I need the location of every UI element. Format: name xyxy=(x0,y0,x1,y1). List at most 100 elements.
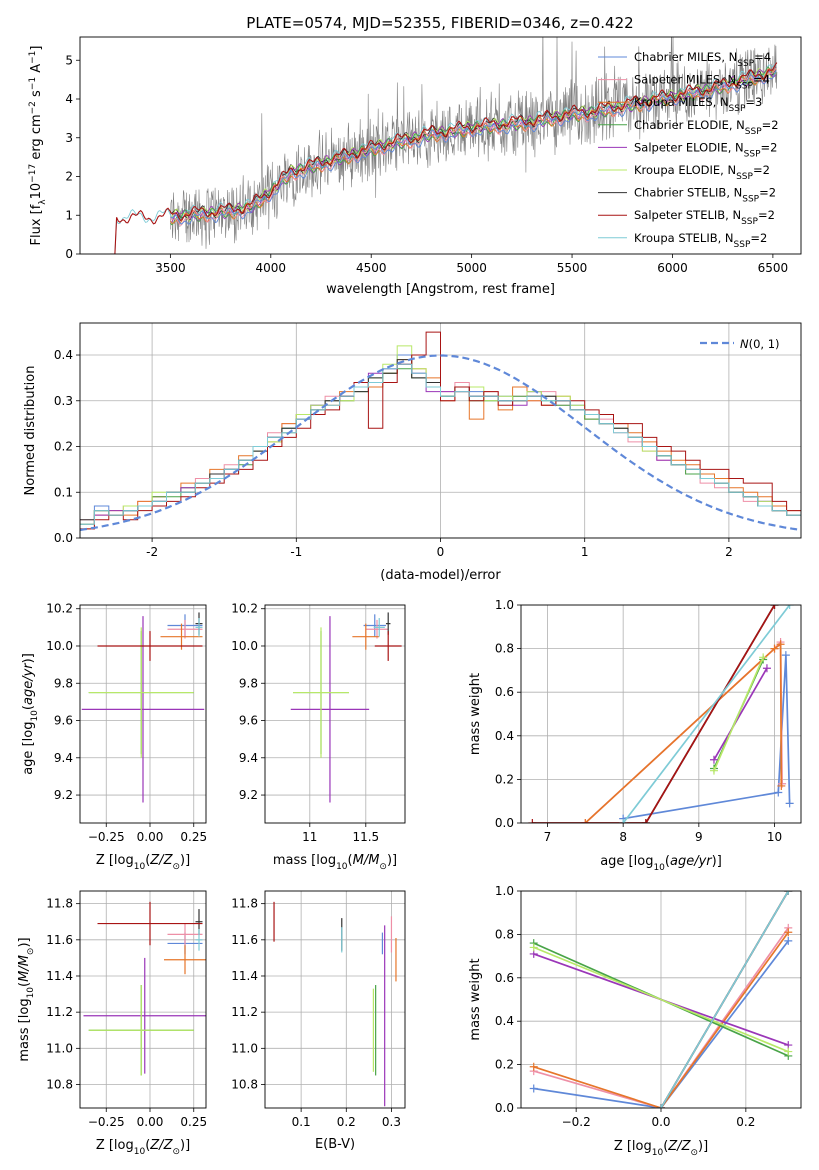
weight_vs_age-point-marker xyxy=(785,605,794,609)
spectrum-ytick-label: 1 xyxy=(65,208,73,222)
mass-vs-Z-xlabel: Z [log10(Z/Z⊙)] xyxy=(96,1138,190,1157)
mass_vs_Z-xtick-label: 0.00 xyxy=(137,1115,164,1129)
weight_vs_age-series-line xyxy=(623,655,791,820)
mass-vs-Z-ylabel-part: 10 xyxy=(26,987,36,999)
weight-vs-age-xlabel: age [log10(age/yr)] xyxy=(600,854,722,873)
age_vs_mass-ytick-label: 9.6 xyxy=(239,714,258,728)
gaussian-curve xyxy=(80,354,801,532)
legend-n: =2 xyxy=(761,140,778,154)
histogram-ylabel-part: Normed distribution xyxy=(23,366,38,496)
legend-n: =4 xyxy=(753,73,770,87)
age_vs_mass-ytick-label: 10.0 xyxy=(231,639,258,653)
spectrum-legend-label: Chabrier STELIB, NSSP=2 xyxy=(634,186,776,205)
age_vs_mass-ytick-label: 10.2 xyxy=(231,602,258,616)
age-vs-mass-xlabel-part: mass [log xyxy=(273,853,336,868)
age-vs-Z-ylabel-part: )] xyxy=(21,653,36,663)
residual_histogram-xtick-label: -2 xyxy=(146,545,158,559)
histogram-legend-label: N(0, 1) xyxy=(740,337,780,351)
spectrum-ytick-label: 0 xyxy=(65,247,73,261)
legend-n: =2 xyxy=(759,186,776,200)
histogram-series-step xyxy=(80,363,801,538)
residual_histogram-xtick-label: 0 xyxy=(437,545,445,559)
legend-sub: SSP xyxy=(741,217,758,227)
mass-vs-Z-xlabel-part: 10 xyxy=(134,1147,146,1157)
weight_vs_Z-ytick-label: 0.6 xyxy=(495,971,514,985)
weight_vs_Z-series-line xyxy=(533,940,789,1108)
spectrum-ylabel-part: Flux [f xyxy=(29,204,44,245)
age-vs-Z-xlabel-part: ⊙ xyxy=(172,862,180,872)
mass-vs-Z-ylabel-part: mass [log xyxy=(17,998,32,1061)
weight-vs-Z-xlabel-part: Z [log xyxy=(614,1139,652,1154)
weight_vs_age-ytick-label: 1.0 xyxy=(495,598,514,612)
age-vs-Z-xlabel-part: ( xyxy=(145,853,150,868)
weight-vs-Z-xlabel-part: ⊙ xyxy=(690,1148,698,1158)
age-vs-Z-xlabel-part: Z [log xyxy=(96,853,134,868)
age_vs_Z-axes: −0.25 0.00 0.259.29.49.69.810.010.2Z [log1… xyxy=(21,602,207,872)
weight_vs_age-xtick-label: 9 xyxy=(695,830,703,844)
weight_vs_Z-point-marker xyxy=(657,1104,665,1108)
spectrum-legend-label: Kroupa ELODIE, NSSP=2 xyxy=(634,163,770,182)
spectrum-axes: 3500 4000 4500 5000 5500 6000 6500 0 1 2 3 4 5 wavele… xyxy=(28,36,802,297)
spectrum-frame xyxy=(79,36,802,255)
mass_vs_Z-xtick-label: 0.25 xyxy=(180,1115,207,1129)
mass_vs_EBV-ytick-label: 10.8 xyxy=(231,1077,258,1091)
legend-n: =4 xyxy=(754,50,771,64)
weight_vs_age-ytick-label: 0.0 xyxy=(495,816,514,830)
age-vs-mass-xlabel-part: )] xyxy=(387,853,397,868)
spectrum-ytick-label: 4 xyxy=(65,92,73,106)
weight_vs_age-ytick-label: 0.4 xyxy=(495,729,514,743)
spectrum-ylabel: Flux [fλ10−17 erg cm−2 s−1 A−1] xyxy=(28,46,48,246)
weight-vs-age-xlabel-part: age/yr xyxy=(670,854,713,869)
weight_vs_Z-series-line xyxy=(533,946,789,1053)
legend-n: =2 xyxy=(753,163,770,177)
spectrum-xtick-label: 5500 xyxy=(557,261,588,275)
weight-vs-Z-xlabel-part: ( xyxy=(663,1139,668,1154)
spectrum-ylabel-part: −1 xyxy=(28,77,38,90)
histogram-xlabel: (data-model)/error xyxy=(380,568,501,583)
weight_vs_Z-ytick-label: 0.0 xyxy=(495,1101,514,1115)
weight_vs_age-series-line xyxy=(622,605,791,823)
spectrum-model-line xyxy=(170,66,777,226)
mass-vs-EBV-xlabel-part: E(B-V) xyxy=(315,1137,355,1152)
residual_histogram-xtick-label: 1 xyxy=(581,545,589,559)
weight_vs_age-point-marker xyxy=(781,651,790,660)
age_vs_Z-ytick-label: 10.2 xyxy=(46,602,73,616)
weight_vs_Z-series-line xyxy=(533,927,789,1108)
age_vs_mass-ytick-label: 9.8 xyxy=(239,676,258,690)
weight_vs_age-series-line xyxy=(532,605,776,823)
weight_vs_age-frame xyxy=(520,604,802,824)
weight_vs_age-point-marker xyxy=(774,788,783,797)
residual_histogram-ytick-label: 0.3 xyxy=(54,394,73,408)
mass_vs_Z-frame xyxy=(79,890,207,1109)
spectrum-legend-label: Salpeter STELIB, NSSP=2 xyxy=(634,208,775,227)
weight_vs_age-xtick-label: 7 xyxy=(544,830,552,844)
weight_vs_age-point-marker xyxy=(619,819,628,823)
spectrum-legend-label: Chabrier MILES, NSSP=4 xyxy=(634,50,771,69)
mass_vs_Z-ytick-label: 11.8 xyxy=(46,897,73,911)
mass_vs_EBV-xtick-label: 0.3 xyxy=(382,1115,401,1129)
age-vs-mass-xlabel-part: ⊙ xyxy=(379,862,387,872)
age-vs-mass-xlabel-part: ( xyxy=(348,853,353,868)
weight_vs_age-series-line xyxy=(713,667,768,761)
legend-n: =2 xyxy=(758,208,775,222)
age_vs_mass-axes: 11 11.5 9.2 9.4 9.6 9.8 10.0 10.2 mass [log10(M/… xyxy=(231,602,406,872)
mass-vs-Z-xlabel-part: Z/Z xyxy=(149,1138,173,1153)
weight_vs_Z-ytick-label: 0.8 xyxy=(495,927,514,941)
weight_vs_age-point-marker xyxy=(776,640,785,649)
legend-sub: SSP xyxy=(745,127,762,137)
weight_vs_age-point-marker xyxy=(770,644,779,653)
legend-model: Chabrier ELODIE, N xyxy=(634,118,745,132)
residual_histogram-xtick-label: -1 xyxy=(290,545,302,559)
legend-model: Kroupa MILES, N xyxy=(634,95,729,109)
mass_vs_Z-ytick-label: 11.4 xyxy=(46,969,73,983)
residual_histogram-xtick-label: 2 xyxy=(725,545,733,559)
weight_vs_Z-point-marker xyxy=(529,943,538,952)
mass_vs_EBV-xtick-label: 0.1 xyxy=(292,1115,311,1129)
legend-model: Salpeter MILES, N xyxy=(634,73,736,87)
legend-sub: SSP xyxy=(737,59,754,69)
spectrum-xtick-label: 4500 xyxy=(356,261,387,275)
residual_histogram-ytick-label: 0.2 xyxy=(54,440,73,454)
spectrum-ytick-label: 2 xyxy=(65,170,73,184)
weight_vs_age-point-marker xyxy=(641,819,650,823)
